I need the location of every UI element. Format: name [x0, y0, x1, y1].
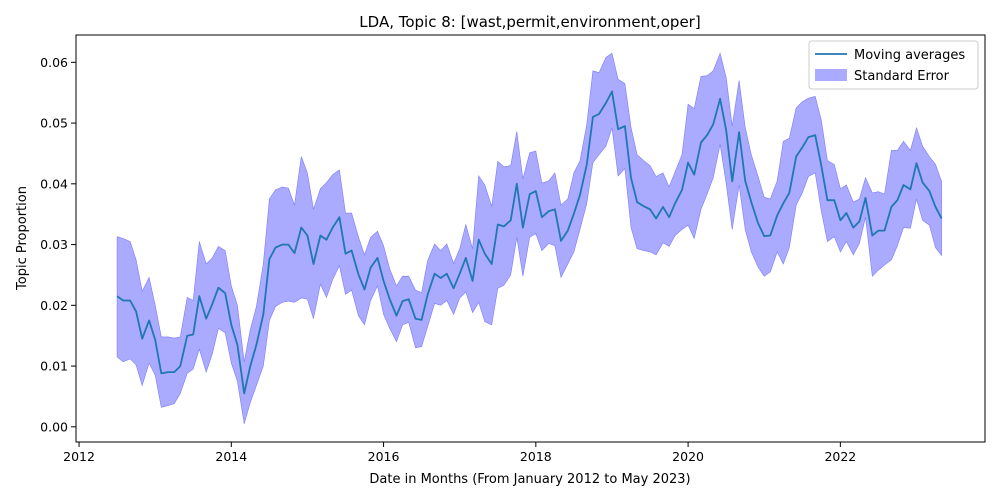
y-axis-ticks: 0.00 0.01 0.02 0.03 0.04 0.05 0.06: [40, 55, 76, 434]
plot-area: [116, 52, 943, 424]
y-axis-label: Topic Proportion: [15, 186, 30, 291]
y-tick-label: 0.06: [40, 55, 68, 70]
x-tick-label: 2012: [63, 449, 95, 464]
legend-item-moving-averages: Moving averages: [854, 48, 965, 63]
y-tick-label: 0.01: [40, 359, 68, 374]
x-tick-label: 2020: [672, 449, 704, 464]
x-axis-ticks: 2012 2014 2016 2018 2020 2022: [63, 442, 856, 464]
y-tick-label: 0.05: [40, 116, 68, 131]
y-tick-label: 0.00: [40, 419, 68, 434]
y-tick-label: 0.04: [40, 176, 68, 191]
y-tick-label: 0.02: [40, 298, 68, 313]
x-axis-label: Date in Months (From January 2012 to May…: [369, 472, 690, 487]
legend-item-standard-error: Standard Error: [854, 69, 950, 84]
legend-box: [808, 40, 979, 90]
x-tick-label: 2018: [520, 449, 552, 464]
x-tick-label: 2016: [368, 449, 400, 464]
standard-error-band: [116, 52, 942, 424]
x-tick-label: 2022: [824, 449, 856, 464]
plot-frame: [75, 34, 986, 443]
x-tick-label: 2014: [215, 449, 247, 464]
moving-averages-line: [116, 90, 943, 395]
chart-title: LDA, Topic 8: [wast,permit,environment,o…: [359, 13, 700, 31]
legend: Moving averages Standard Error: [808, 40, 979, 90]
y-tick-label: 0.03: [40, 237, 68, 252]
legend-band-swatch: [815, 69, 847, 81]
